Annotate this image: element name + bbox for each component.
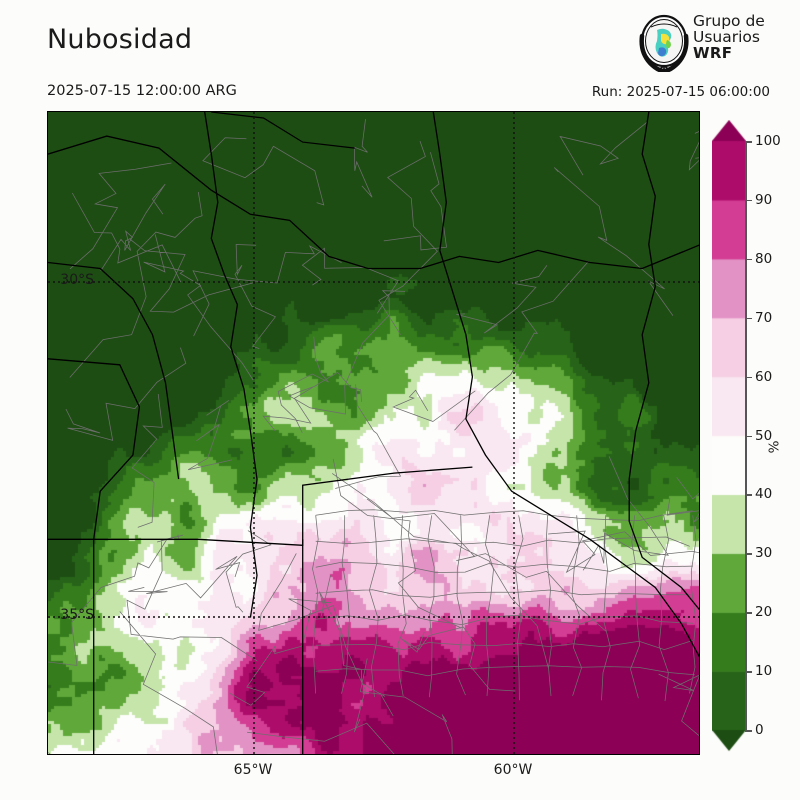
province-border-cordoba-west [204,112,258,618]
page-title: Nubosidad [47,24,193,55]
province-border-north [48,135,699,270]
province-border-santafe-east [432,112,623,564]
colorbar-tick-label-40: 40 [755,486,773,503]
x-axis-tick-label-65w: 65°W [233,762,273,778]
logo-line-2: Usuarios [693,27,760,46]
colorbar-gradient [712,120,746,760]
colorbar-tick-label-50: 50 [755,427,773,444]
map-plot-area[interactable] [47,111,700,755]
colorbar-tick-label-80: 80 [755,250,773,267]
colorbar-tick-label-70: 70 [755,309,773,326]
colorbar-tick-50 [745,435,752,437]
brand-logo-text: Grupo de Usuarios WRF [693,12,793,62]
colorbar-tick-80 [745,258,752,261]
colorbar-tick-20 [745,612,752,614]
colorbar-tick-40 [745,494,752,496]
colorbar-tick-70 [745,317,752,320]
wrf-globe-emblem-icon [639,14,689,72]
province-border-chaco-north [211,112,355,149]
colorbar-tick-label-90: 90 [755,191,773,208]
province-border-sanluis [48,358,141,540]
colorbar-tick-0 [745,730,752,732]
colorbar-tick-label-30: 30 [755,545,773,562]
colorbar-tick-label-60: 60 [755,368,773,385]
logo-line-3: WRF [693,43,733,62]
x-axis-tick-label-60w: 60°W [493,762,533,778]
province-border-rioja-cordoba [48,261,180,480]
y-axis-tick-label-35s: 35°S [60,607,94,623]
logo-line-1: Grupo de [693,12,765,30]
colorbar-tick-60 [745,376,752,379]
colorbar-unit-label: % [766,440,783,454]
colorbar-tick-30 [745,553,752,555]
colorbar-tick-label-20: 20 [755,604,773,621]
colorbar-tick-100 [745,141,752,143]
run-time-label: Run: 2025-07-15 06:00:00 [591,84,770,100]
atlantic-coastline [622,562,699,658]
colorbar-tick-label-0: 0 [755,722,764,738]
uruguay-river-coastline [628,112,699,611]
map-overlay-layer [48,112,699,754]
colorbar-tick-90 [745,199,752,202]
cloud-cover-raster [48,112,699,754]
department-boundaries [48,119,699,754]
y-axis-tick-label-30s: 30°S [60,272,94,288]
province-border-lapampa-north [48,466,473,546]
colorbar-tick-10 [745,671,752,673]
valid-time-label: 2025-07-15 12:00:00 ARG [47,83,237,99]
brand-logo: Grupo de Usuarios WRF [637,12,792,74]
colorbar-tick-label-100: 100 [755,133,781,149]
colorbar[interactable]: 0 10 20 30 40 50 60 70 80 90 100 % [706,115,800,765]
colorbar-tick-label-10: 10 [755,663,773,680]
